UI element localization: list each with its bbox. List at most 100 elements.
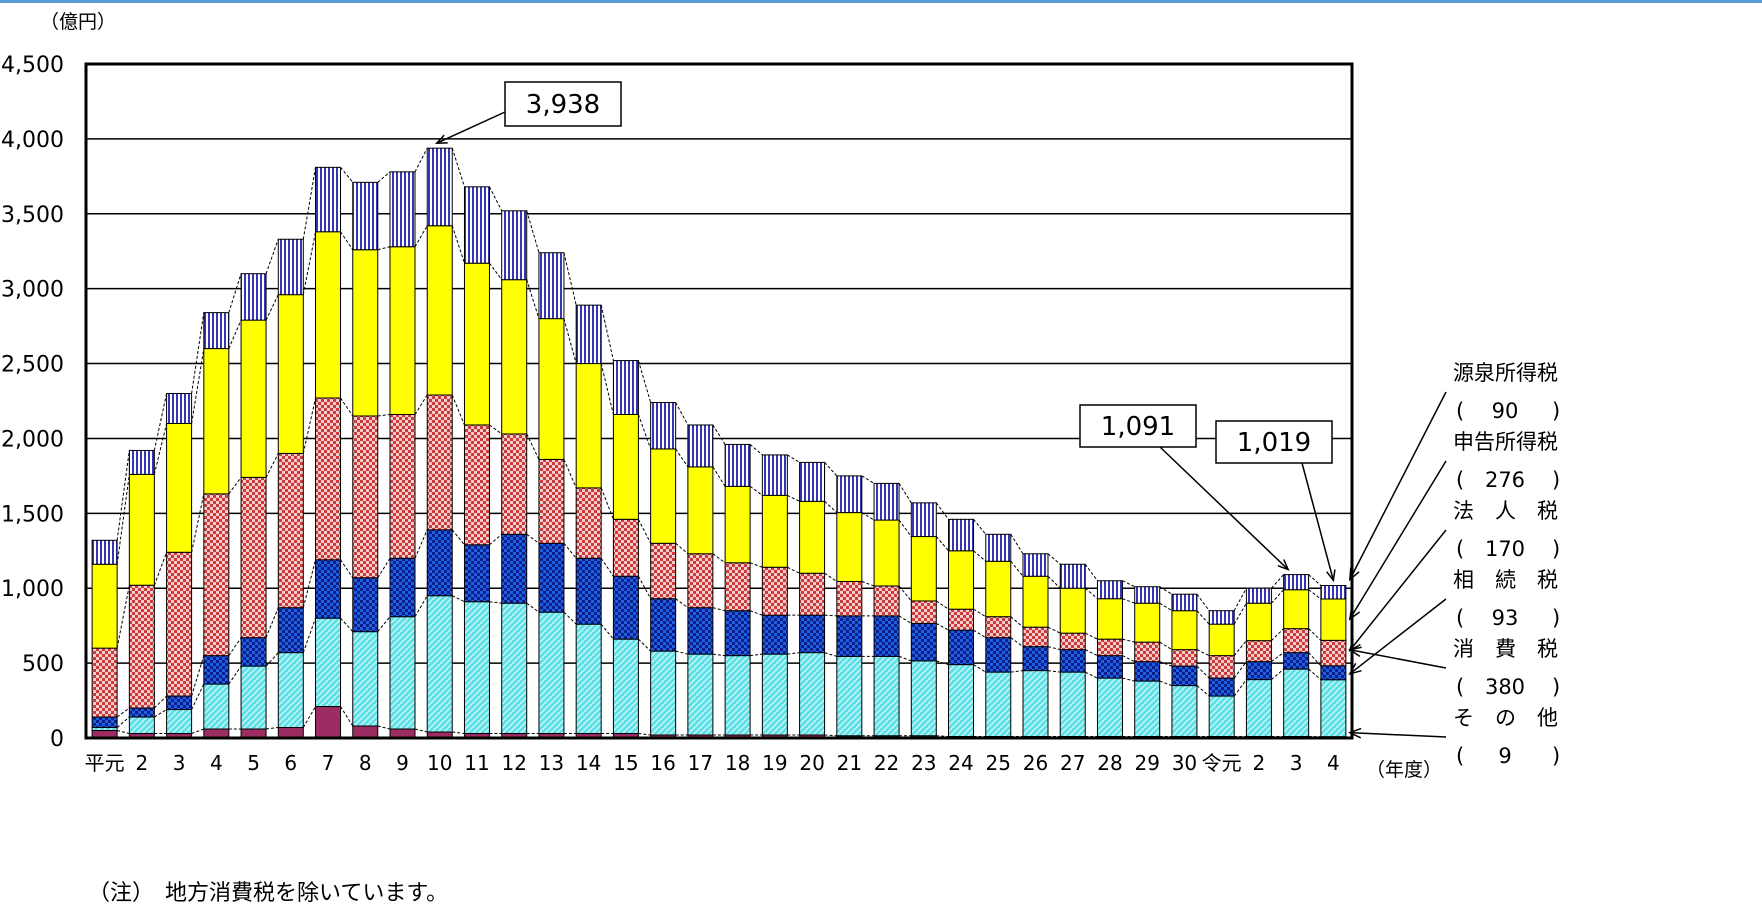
bar-segment-1 [836, 655, 863, 737]
bar-segment-5 [352, 181, 379, 251]
x-tick-label: 2 [1253, 751, 1266, 775]
x-tick-label: 14 [576, 751, 601, 775]
connector-line [116, 730, 130, 734]
connector-line [787, 494, 800, 502]
connector-line [563, 318, 577, 364]
connector-line [1010, 670, 1024, 673]
connector-line [749, 444, 763, 456]
bar-segment-4 [128, 473, 155, 586]
y-axis-ticks: 0 500 1,000 1,500 2,000 2,500 3,000 3,500 4,000 4… [1, 53, 64, 752]
bar-segment-1 [1134, 680, 1161, 738]
legend-paren-open: ( [1456, 675, 1464, 699]
bar-segment-1 [389, 616, 416, 730]
connector-line [600, 487, 614, 520]
bar-segment-2 [650, 598, 677, 652]
callout-arrowhead [1277, 559, 1290, 571]
connector-line [1308, 668, 1322, 681]
bar-segment-3 [575, 487, 602, 559]
bar-segment-4 [724, 485, 751, 564]
bar-segment-5 [836, 475, 863, 514]
connector-line [898, 615, 912, 624]
connector-line [712, 607, 726, 612]
bar-segment-1 [166, 709, 193, 735]
bar-segment-1 [873, 655, 900, 737]
connector-line [377, 246, 391, 251]
connector-line [637, 414, 652, 450]
callout-label: 1,019 [1237, 428, 1311, 458]
legend-value: 90 [1492, 399, 1519, 423]
bar-segment-4 [389, 246, 416, 415]
bar-segment-4 [687, 466, 714, 555]
connector-line [1308, 574, 1322, 586]
connector-line [936, 660, 949, 666]
y-tick-label: 1,500 [1, 502, 64, 527]
bar-segment-0 [277, 727, 304, 739]
callout-label: 1,091 [1101, 412, 1175, 442]
connector-line [973, 664, 987, 673]
connector-line [1122, 638, 1135, 643]
connector-line [787, 652, 800, 655]
connector-line [153, 552, 168, 586]
connector-line [302, 706, 316, 728]
connector-line [675, 598, 689, 609]
bar-segment-3 [240, 476, 267, 639]
x-tick-label: 20 [799, 751, 824, 775]
connector-line [600, 557, 614, 577]
legend-leader [1349, 731, 1447, 738]
x-tick-label: 令元 [1202, 751, 1242, 775]
bar-segment-5 [873, 482, 900, 521]
bar-segment-1 [1245, 679, 1272, 738]
bar-segment-4 [203, 348, 230, 495]
x-tick-label: 24 [948, 751, 973, 775]
legend-value: 170 [1485, 537, 1525, 561]
bar-segment-3 [724, 562, 751, 612]
bar-segment-5 [1059, 563, 1086, 589]
connector-line [563, 459, 577, 489]
connector-line [1159, 641, 1173, 651]
connector-line [154, 695, 167, 709]
bar-segment-2 [538, 542, 565, 613]
bar-segment-5 [612, 360, 639, 415]
connector-line [1122, 580, 1135, 588]
bar-segment-5 [1022, 553, 1049, 577]
connector-line [749, 562, 763, 568]
connector-line [377, 413, 391, 417]
connector-line [637, 360, 652, 403]
connector-line [116, 716, 130, 728]
bar-segment-2 [687, 607, 714, 655]
x-tick-label: 28 [1097, 751, 1122, 775]
connector-line [191, 683, 205, 710]
bar-segment-1 [203, 683, 230, 730]
connector-line [638, 638, 651, 652]
bar-segment-3 [910, 600, 937, 624]
connector-line [1196, 665, 1210, 679]
connector-line [712, 553, 726, 564]
y-tick-label: 3,000 [1, 278, 64, 303]
bar-segment-3 [1171, 649, 1198, 667]
connector-line [414, 728, 428, 733]
connector-line [1159, 602, 1173, 612]
connector-line [228, 637, 242, 656]
connector-line [1196, 610, 1210, 625]
bar-segment-5 [799, 461, 826, 502]
bar-segment-4 [1022, 575, 1049, 628]
bar-segment-1 [240, 665, 267, 730]
legend-paren-close: ) [1552, 606, 1560, 630]
connector-line [563, 542, 577, 559]
bar-segment-5 [1096, 580, 1123, 600]
bar-segment-2 [501, 533, 528, 604]
connector-line [898, 483, 912, 504]
legend-leader [1349, 529, 1447, 651]
connector-line [1085, 649, 1098, 657]
bar-segment-2 [836, 615, 863, 657]
bar-segment-3 [426, 394, 453, 531]
bar-segment-5 [1283, 574, 1310, 591]
bar-segment-3 [352, 415, 379, 579]
bar-segment-5 [910, 502, 937, 538]
connector-line [414, 529, 428, 559]
bar-segment-3 [1245, 640, 1272, 663]
bar-segment-3 [687, 553, 714, 609]
bar-segment-5 [575, 304, 602, 365]
connector-line [1159, 680, 1173, 687]
connector-line [1010, 637, 1024, 648]
